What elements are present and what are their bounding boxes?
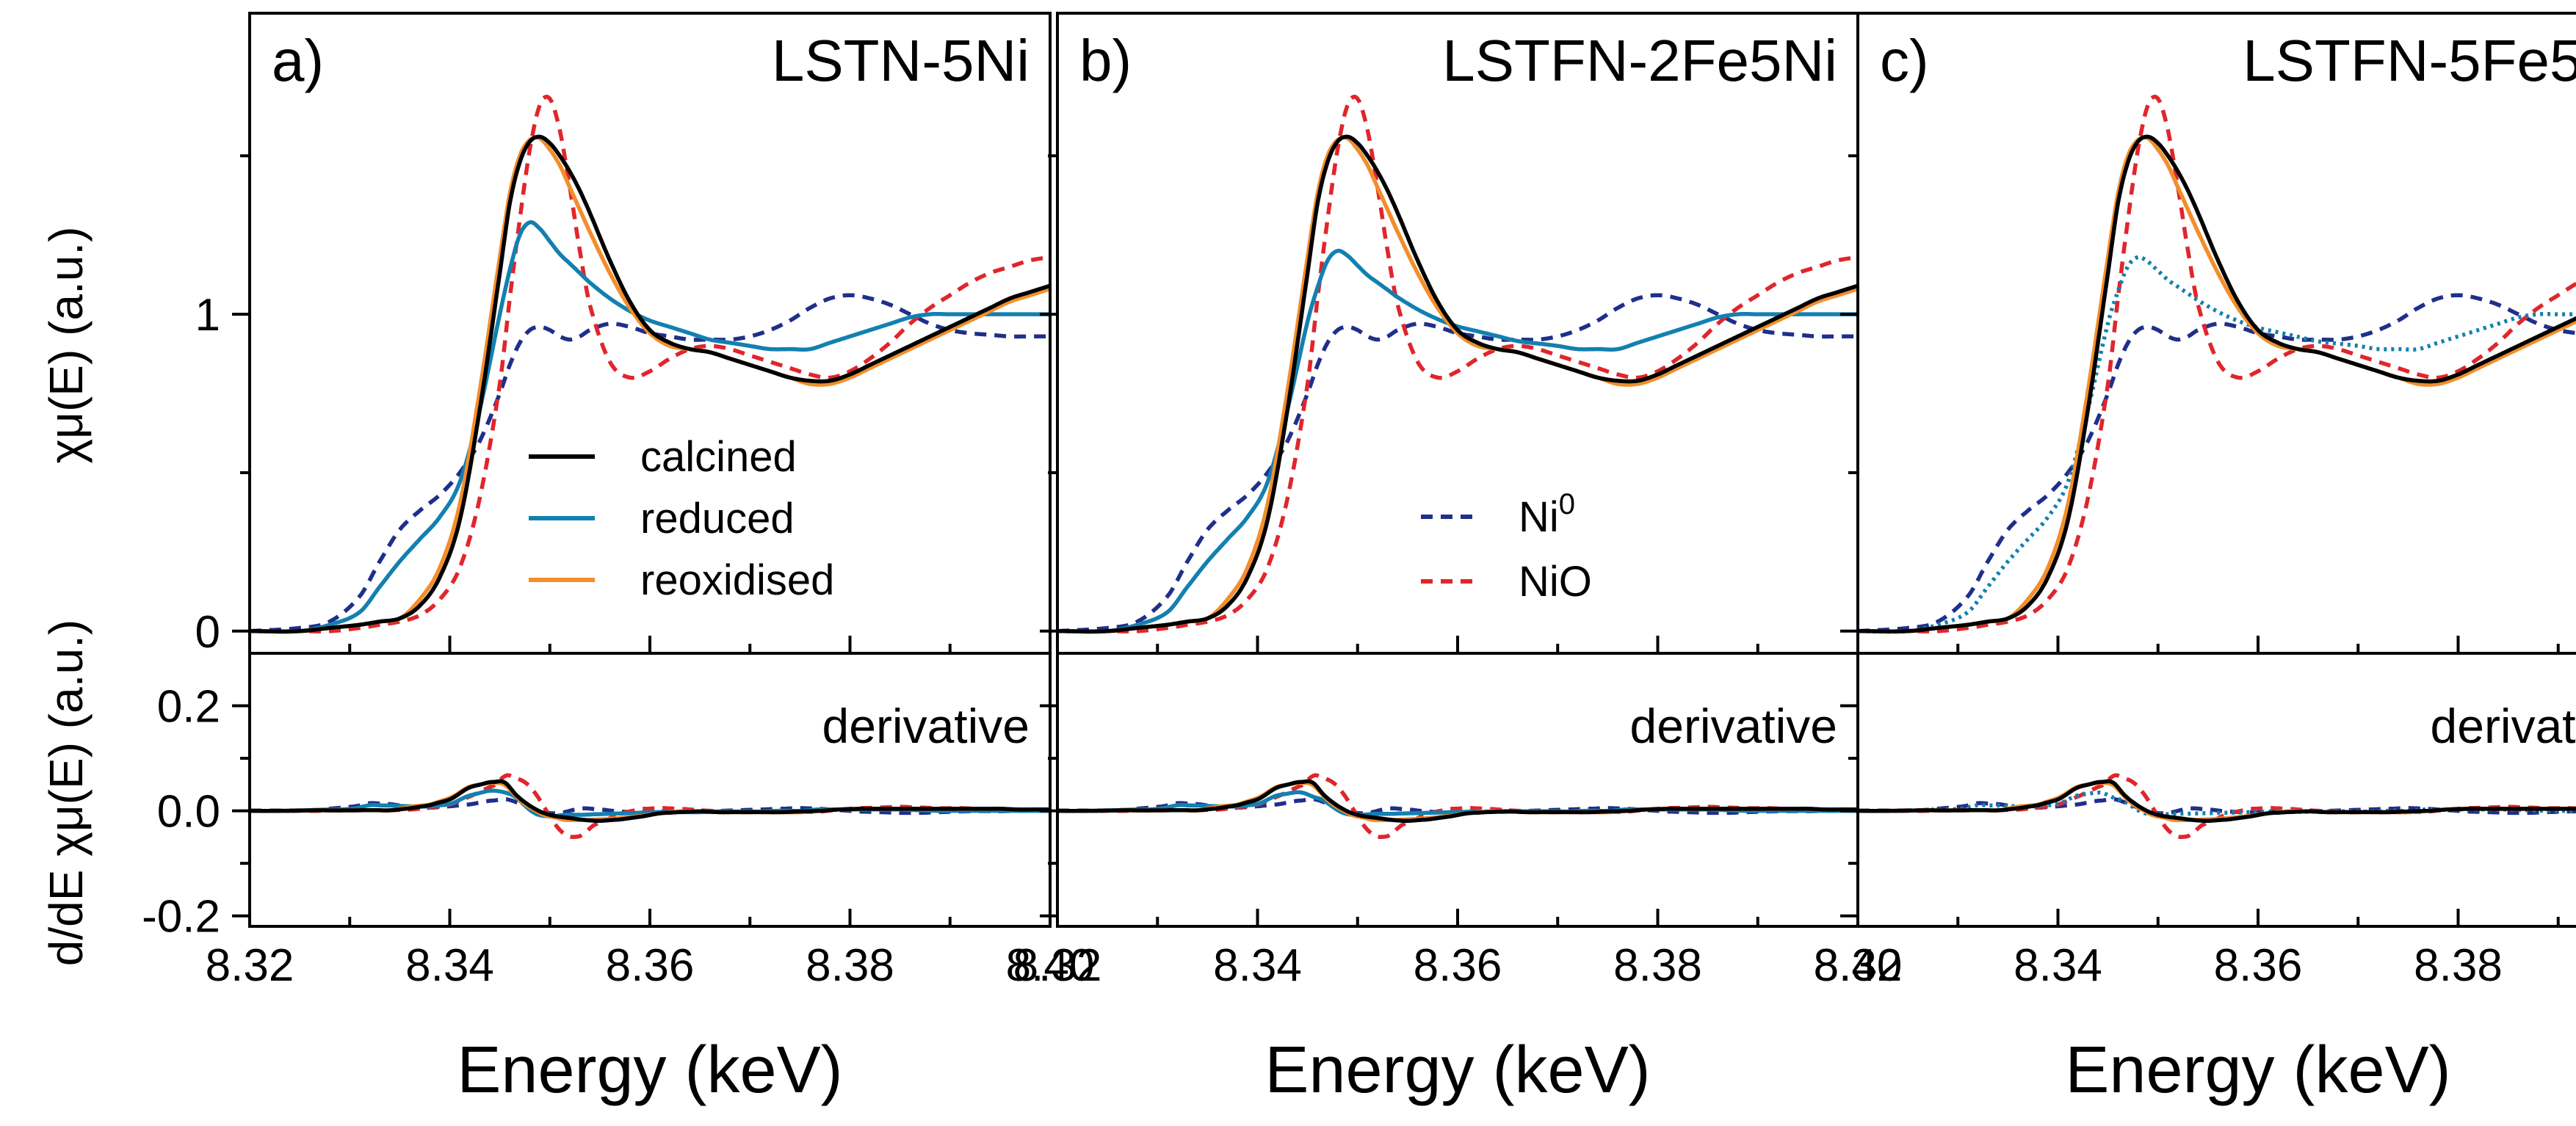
derivative-label: derivative xyxy=(1630,699,1837,753)
spectrum-lines-1 xyxy=(250,94,1050,634)
series-line-calcined-2 xyxy=(1057,134,1858,633)
legend-superscript: 0 xyxy=(1559,488,1575,520)
spectrum-lines-2 xyxy=(1057,94,1858,634)
y-axis-title-top: χμ(E) (a.u.) xyxy=(40,227,93,464)
legend-label-reoxidised: reoxidised xyxy=(640,556,834,604)
derivative-line-calcined-3 xyxy=(1858,779,2576,823)
derivative-label: derivative xyxy=(2431,699,2576,753)
derivative-line-reduced-1 xyxy=(250,788,1050,818)
x-tick-label: 8.32 xyxy=(1814,940,1903,991)
derivative-line-calcined-1 xyxy=(250,779,1050,823)
sample-label: LSTFN-2Fe5Ni xyxy=(1442,28,1837,93)
derivative-frame-3 xyxy=(1856,652,2576,928)
x-axis-title: Energy (keV) xyxy=(2065,1034,2450,1107)
spectrum-plot-3 xyxy=(1840,12,2576,655)
y-tick-label: 0 xyxy=(195,607,220,658)
x-tick-label: 8.34 xyxy=(2014,940,2102,991)
x-tick-label: 8.34 xyxy=(405,940,494,991)
panel-2: derivative 8.32 8.34 8.36 8.38 8.40 Energy (ke… xyxy=(1013,12,1903,1107)
derivative-frame-2 xyxy=(1056,652,1859,928)
y-tick-label: 0.0 xyxy=(157,787,220,838)
sample-label: LSTN-5Ni xyxy=(772,28,1030,93)
spectrum-plot-2 xyxy=(1040,12,1859,655)
x-axis-title: Energy (keV) xyxy=(457,1034,842,1107)
derivative-plot-2: derivative xyxy=(1040,652,1859,928)
derivative-line-nio-3 xyxy=(1858,773,2576,839)
legend-label-text: Ni xyxy=(1519,493,1559,541)
x-tick-label: 8.36 xyxy=(1414,940,1502,991)
legend-label-ni: Ni0 xyxy=(1519,488,1575,541)
series-line-reduced-2 xyxy=(1057,248,1858,634)
x-tick-label: 8.36 xyxy=(2214,940,2303,991)
derivative-line-nio-1 xyxy=(250,773,1050,839)
legend-samples: calcined reduced reoxidised xyxy=(529,433,834,604)
legend-references: Ni0 NiO xyxy=(1421,488,1592,606)
x-tick-label: 8.40 xyxy=(1814,940,1903,991)
x-axis-title: Energy (keV) xyxy=(1265,1034,1650,1107)
derivative-line-ni-3 xyxy=(1858,797,2576,816)
series-line-nio-2 xyxy=(1057,94,1858,633)
derivative-plot-1: 0.2 0.0 -0.2 d/dE χμ(E) (a.u.) derivative xyxy=(40,620,1052,966)
series-line-calcined-3 xyxy=(1858,134,2576,633)
series-line-reduced-3 xyxy=(1858,255,2576,634)
y-tick-label: 0.2 xyxy=(157,682,220,733)
panel-label: a) xyxy=(272,28,324,93)
derivative-line-nio-2 xyxy=(1057,773,1858,839)
x-tick-label: 8.34 xyxy=(1213,940,1302,991)
derivative-line-reoxidised-3 xyxy=(1858,780,2576,823)
x-tick-label: 8.32 xyxy=(206,940,294,991)
x-tick-label: 8.38 xyxy=(2414,940,2503,991)
y-tick-label: 1 xyxy=(195,290,220,341)
sample-label: LSTFN-5Fe5Ni xyxy=(2243,28,2576,93)
panel-1: 0 1 χμ(E) (a.u.) 0.2 0.0 -0.2 d/dE χμ(E) (a.u.… xyxy=(40,12,1095,1107)
spectrum-lines-3 xyxy=(1858,94,2576,634)
derivative-lines-2 xyxy=(1057,773,1858,839)
x-tick-label: 8.32 xyxy=(1013,940,1102,991)
series-line-nio-1 xyxy=(250,94,1050,633)
derivative-lines-1 xyxy=(250,773,1050,839)
series-line-nio-3 xyxy=(1858,94,2576,633)
series-line-reoxidised-2 xyxy=(1057,135,1858,633)
derivative-label: derivative xyxy=(822,699,1030,753)
series-line-ni-2 xyxy=(1057,293,1858,633)
legend-label-reduced: reduced xyxy=(640,495,795,542)
derivative-plot-3: derivative xyxy=(1840,652,2576,928)
x-tick-label: 8.38 xyxy=(1613,940,1702,991)
spectrum-plot-1: 0 1 χμ(E) (a.u.) xyxy=(40,12,1052,658)
derivative-frame-1 xyxy=(248,652,1052,928)
legend-label-nio: NiO xyxy=(1519,558,1592,606)
series-line-reoxidised-3 xyxy=(1858,135,2576,633)
x-tick-label: 8.38 xyxy=(806,940,894,991)
panel-label: b) xyxy=(1079,28,1132,93)
panel-label: c) xyxy=(1880,28,1929,93)
legend-label-calcined: calcined xyxy=(640,433,797,481)
y-tick-label: -0.2 xyxy=(142,892,220,942)
series-line-ni-3 xyxy=(1858,293,2576,633)
derivative-line-calcined-2 xyxy=(1057,779,1858,823)
series-line-calcined-1 xyxy=(250,134,1050,633)
series-line-reduced-1 xyxy=(250,220,1050,634)
x-tick-label: 8.40 xyxy=(1006,940,1095,991)
legend-label-text: NiO xyxy=(1519,558,1592,606)
derivative-lines-3 xyxy=(1858,773,2576,839)
panel-3: derivative 8.32 8.34 8.36 8.38 8.40 Energy (ke… xyxy=(1814,12,2576,1107)
derivative-line-reduced-3 xyxy=(1858,790,2576,817)
x-tick-label: 8.36 xyxy=(606,940,695,991)
series-line-ni-1 xyxy=(250,293,1050,633)
y-axis-title-bottom: d/dE χμ(E) (a.u.) xyxy=(40,620,93,966)
spectrum-frame-3 xyxy=(1856,12,2576,655)
